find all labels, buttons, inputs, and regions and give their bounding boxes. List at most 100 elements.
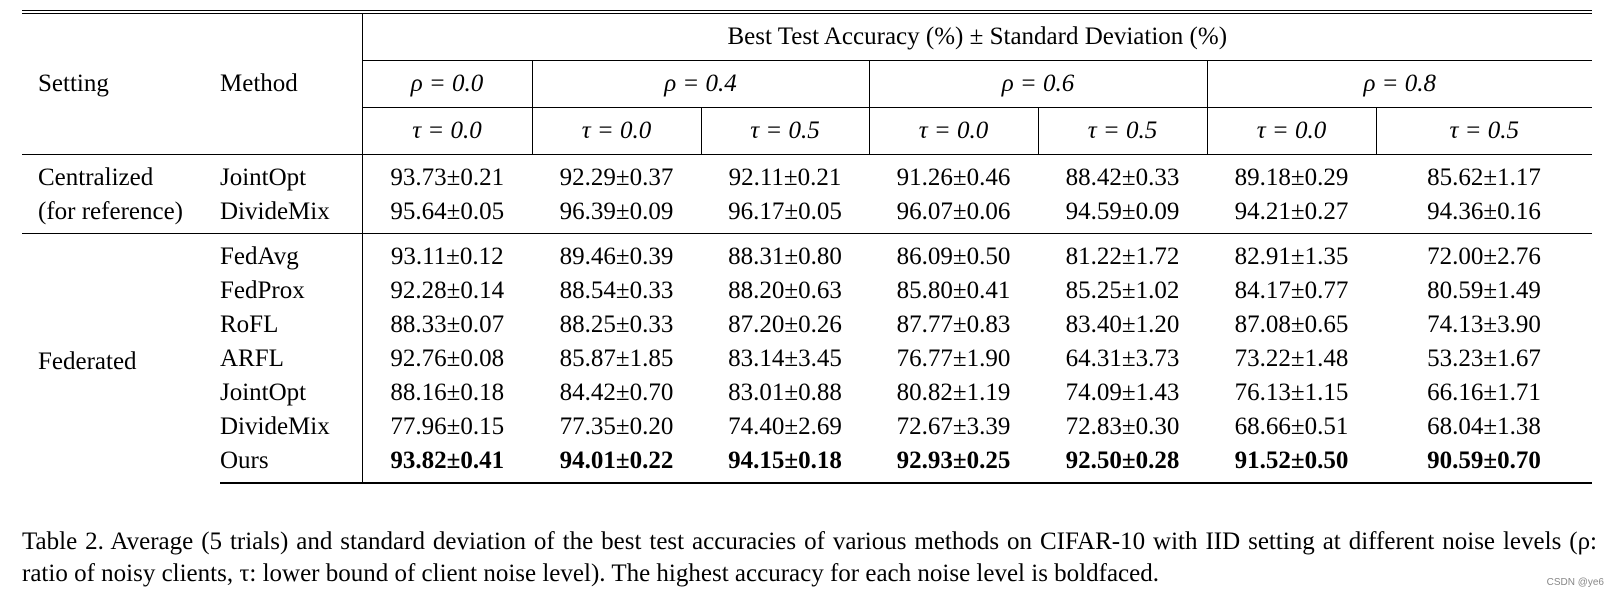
value-cell-best: 94.01±0.22 — [532, 444, 701, 484]
value-cell: 94.21±0.27 — [1234, 198, 1349, 225]
method-cell: FedAvg — [220, 233, 362, 274]
value-cell: 77.96±0.15 — [361, 410, 532, 444]
value-cell: 76.77±1.90 — [896, 345, 1011, 372]
value-cell: 88.16±0.18 — [361, 376, 532, 410]
header-tau-0: τ = 0.0 — [361, 107, 532, 155]
header-tau-2: τ = 0.5 — [700, 107, 869, 155]
value-cell: 87.08±0.65 — [1234, 311, 1349, 338]
value-cell: 96.39±0.09 — [559, 198, 674, 225]
header-rho-0: ρ = 0.0 — [361, 60, 532, 108]
value-cell: 83.40±1.20 — [1065, 311, 1180, 338]
setting-federated: Federated — [22, 233, 220, 483]
value-cell: 72.67±3.39 — [896, 413, 1011, 440]
table-row: Federated FedAvg 93.11±0.12 89.46±0.39 8… — [22, 233, 1592, 483]
value-cell-best: 90.59±0.70 — [1376, 444, 1592, 484]
header-row-group: Setting Method Best Test Accuracy (%) ± … — [22, 10, 1592, 155]
value-cell: 53.23±1.67 — [1427, 345, 1541, 372]
header-rho-3: ρ = 0.8 — [1206, 60, 1592, 108]
value-cell: 96.17±0.05 — [728, 198, 842, 225]
value-cell: 83.14±3.45 — [728, 345, 842, 372]
value-cell: 74.40±2.69 — [728, 413, 842, 440]
table-row: FedProx 92.28±0.14 88.54±0.33 88.20±0.63… — [22, 274, 1592, 308]
table-row: (for reference) DivideMix 95.64±0.05 96.… — [22, 195, 1592, 234]
results-table: Setting Method Best Test Accuracy (%) ± … — [22, 10, 1592, 484]
method-cell: FedProx — [220, 277, 305, 304]
method-cell: DivideMix — [220, 198, 330, 225]
value-cell: 92.76±0.08 — [361, 342, 532, 376]
header-tau-1: τ = 0.0 — [531, 107, 701, 155]
value-cell: 87.20±0.26 — [728, 311, 842, 338]
value-cell: 85.80±0.41 — [896, 277, 1011, 304]
header-group-title: Best Test Accuracy (%) ± Standard Deviat… — [361, 10, 1592, 61]
value-cell: 74.09±1.43 — [1065, 379, 1180, 406]
value-cell: 76.13±1.15 — [1234, 379, 1349, 406]
value-cell: 64.31±3.73 — [1065, 345, 1180, 372]
value-cell: 80.82±1.19 — [896, 379, 1011, 406]
value-cell: 88.20±0.63 — [728, 277, 842, 304]
value-cell: 94.59±0.09 — [1065, 198, 1180, 225]
table-row: RoFL 88.33±0.07 88.25±0.33 87.20±0.26 87… — [22, 308, 1592, 342]
value-cell: 95.64±0.05 — [361, 195, 532, 234]
table-row: Centralized JointOpt 93.73±0.21 92.29±0.… — [22, 154, 1592, 195]
value-cell: 80.59±1.49 — [1427, 277, 1541, 304]
value-cell: 72.00±2.76 — [1376, 233, 1592, 274]
header-row-tau: τ = 0.0 τ = 0.0 τ = 0.5 τ = 0.0 τ = 0.5 … — [22, 107, 1592, 155]
header-row-rho: ρ = 0.0 ρ = 0.4 ρ = 0.6 ρ = 0.8 — [22, 60, 1592, 108]
value-cell: 92.11±0.21 — [701, 154, 869, 195]
value-cell: 85.62±1.17 — [1376, 154, 1592, 195]
setting-centralized-line1: Centralized — [22, 154, 220, 195]
header-tau-6: τ = 0.5 — [1375, 107, 1592, 155]
value-cell: 92.29±0.37 — [532, 154, 701, 195]
value-cell-best: 93.82±0.41 — [361, 444, 532, 484]
value-cell: 88.54±0.33 — [559, 277, 674, 304]
table-row: DivideMix 77.96±0.15 77.35±0.20 74.40±2.… — [22, 410, 1592, 444]
table-row: JointOpt 88.16±0.18 84.42±0.70 83.01±0.8… — [22, 376, 1592, 410]
value-cell: 94.36±0.16 — [1427, 198, 1541, 225]
value-cell-best: 94.15±0.18 — [701, 444, 869, 484]
method-cell: JointOpt — [220, 379, 307, 406]
header-rho-2: ρ = 0.6 — [868, 60, 1207, 108]
value-cell: 84.17±0.77 — [1234, 277, 1349, 304]
value-cell-best: 92.93±0.25 — [869, 444, 1038, 484]
value-cell: 81.22±1.72 — [1038, 233, 1207, 274]
watermark: CSDN @ye6 — [1546, 577, 1604, 588]
value-cell-best: 91.52±0.50 — [1207, 444, 1376, 484]
value-cell: 91.26±0.46 — [869, 154, 1038, 195]
value-cell: 88.33±0.07 — [361, 308, 532, 342]
value-cell: 83.01±0.88 — [728, 379, 842, 406]
value-cell: 82.91±1.35 — [1207, 233, 1376, 274]
value-cell: 89.18±0.29 — [1207, 154, 1376, 195]
method-cell: RoFL — [220, 311, 279, 338]
value-cell: 77.35±0.20 — [559, 413, 674, 440]
value-cell: 93.11±0.12 — [361, 233, 532, 274]
value-cell: 84.42±0.70 — [559, 379, 674, 406]
method-cell: JointOpt — [220, 154, 362, 195]
value-cell: 89.46±0.39 — [532, 233, 701, 274]
table-row-ours: Ours 93.82±0.41 94.01±0.22 94.15±0.18 92… — [22, 444, 1592, 484]
value-cell: 85.25±1.02 — [1065, 277, 1180, 304]
value-cell: 88.31±0.80 — [701, 233, 869, 274]
value-cell: 88.42±0.33 — [1038, 154, 1207, 195]
value-cell: 92.28±0.14 — [361, 274, 532, 308]
value-cell: 66.16±1.71 — [1427, 379, 1541, 406]
table-row: ARFL 92.76±0.08 85.87±1.85 83.14±3.45 76… — [22, 342, 1592, 376]
value-cell: 86.09±0.50 — [869, 233, 1038, 274]
method-cell: ARFL — [220, 345, 284, 372]
header-tau-5: τ = 0.0 — [1206, 107, 1376, 155]
header-method: Method — [220, 10, 362, 155]
value-cell: 93.73±0.21 — [361, 154, 532, 195]
value-cell: 96.07±0.06 — [896, 198, 1011, 225]
value-cell: 73.22±1.48 — [1234, 345, 1349, 372]
value-cell: 88.25±0.33 — [559, 311, 674, 338]
header-rho-1: ρ = 0.4 — [531, 60, 869, 108]
results-table-wrapper: Setting Method Best Test Accuracy (%) ± … — [22, 10, 1592, 484]
value-cell: 68.66±0.51 — [1234, 413, 1349, 440]
header-tau-3: τ = 0.0 — [868, 107, 1038, 155]
value-cell: 68.04±1.38 — [1427, 413, 1541, 440]
value-cell: 85.87±1.85 — [559, 345, 674, 372]
method-cell: Ours — [220, 444, 362, 484]
table-caption: Table 2. Average (5 trials) and standard… — [22, 528, 1597, 587]
value-cell: 74.13±3.90 — [1427, 311, 1541, 338]
value-cell: 72.83±0.30 — [1065, 413, 1180, 440]
value-cell-best: 92.50±0.28 — [1038, 444, 1207, 484]
